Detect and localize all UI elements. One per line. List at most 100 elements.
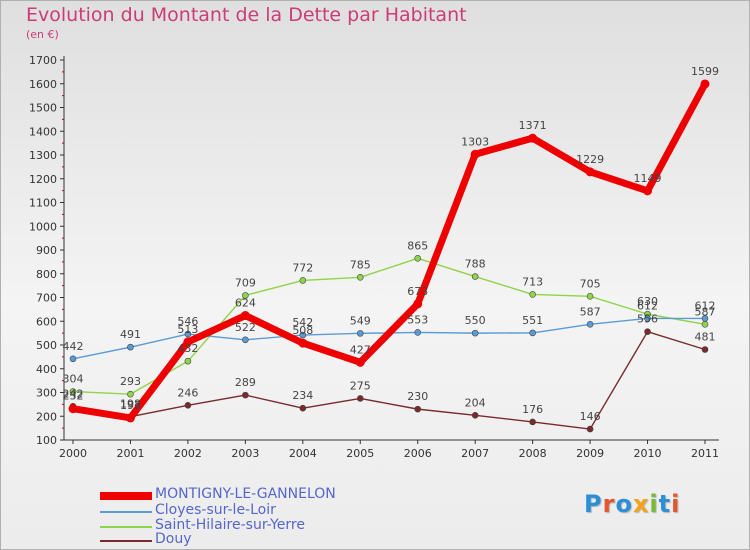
y-tick-label: 100 xyxy=(36,434,57,447)
x-tick-label: 2002 xyxy=(174,447,202,460)
data-label-saint-hilaire: 709 xyxy=(235,276,256,289)
data-label-cloyes: 522 xyxy=(235,321,256,334)
y-tick-label: 1200 xyxy=(29,173,57,186)
logo-letter: i xyxy=(671,490,681,518)
y-tick-label: 400 xyxy=(36,363,57,376)
data-label-montigny: 193 xyxy=(120,399,141,412)
data-point-saint-hilaire xyxy=(69,388,77,395)
data-point-montigny xyxy=(68,404,78,414)
legend-swatch-cloyes xyxy=(100,511,152,513)
data-point-cloyes xyxy=(242,336,249,344)
logo-letter: r xyxy=(602,490,616,518)
data-label-saint-hilaire: 865 xyxy=(407,239,428,252)
data-label-saint-hilaire: 630 xyxy=(637,295,658,308)
data-point-saint-hilaire xyxy=(529,291,536,298)
data-label-saint-hilaire: 587 xyxy=(695,305,716,318)
data-label-douy: 275 xyxy=(350,379,371,392)
data-point-montigny xyxy=(183,337,193,347)
logo-letter: o xyxy=(615,490,633,518)
data-point-montigny xyxy=(643,186,653,196)
data-point-saint-hilaire xyxy=(242,292,249,299)
data-label-douy: 204 xyxy=(465,396,486,409)
legend-swatch-montigny xyxy=(100,492,152,500)
data-label-montigny: 673 xyxy=(407,285,428,298)
data-label-cloyes: 442 xyxy=(63,340,84,353)
x-tick-label: 2001 xyxy=(116,447,144,460)
data-label-montigny: 624 xyxy=(235,297,256,310)
data-point-saint-hilaire xyxy=(127,390,134,398)
y-tick-label: 700 xyxy=(36,292,57,305)
data-label-montigny: 513 xyxy=(177,323,198,336)
data-label-douy: 146 xyxy=(580,410,601,423)
data-label-cloyes: 546 xyxy=(177,315,198,328)
y-tick-label: 1700 xyxy=(29,54,57,67)
series-line-cloyes xyxy=(72,317,706,360)
data-point-cloyes xyxy=(127,343,134,351)
data-point-saint-hilaire xyxy=(586,293,594,300)
x-tick-label: 2011 xyxy=(691,447,719,460)
data-point-saint-hilaire xyxy=(184,357,192,365)
data-label-montigny: 1229 xyxy=(576,153,604,166)
data-point-douy xyxy=(299,404,307,412)
data-label-cloyes: 491 xyxy=(120,328,141,341)
y-tick-label: 200 xyxy=(36,410,57,423)
data-point-montigny xyxy=(700,79,710,89)
data-label-douy: 234 xyxy=(292,389,313,402)
data-point-douy xyxy=(356,395,364,402)
data-point-montigny xyxy=(470,149,480,159)
data-label-douy: 230 xyxy=(407,390,428,403)
y-tick-label: 300 xyxy=(36,387,57,400)
data-label-douy: 242 xyxy=(63,387,84,400)
data-point-saint-hilaire xyxy=(701,321,709,328)
chart-title: Evolution du Montant de la Dette par Hab… xyxy=(26,4,467,26)
data-point-cloyes xyxy=(69,355,77,363)
data-point-douy xyxy=(644,328,651,336)
logo-letter: P xyxy=(584,490,603,518)
data-point-cloyes xyxy=(701,315,709,322)
data-label-cloyes: 553 xyxy=(407,313,428,326)
y-tick-label: 500 xyxy=(36,339,57,352)
y-tick-label: 1400 xyxy=(29,125,57,138)
y-tick-label: 1500 xyxy=(29,102,57,115)
x-tick-label: 2010 xyxy=(634,447,662,460)
data-point-cloyes xyxy=(414,329,422,336)
series-line-saint-hilaire xyxy=(72,257,706,395)
data-label-saint-hilaire: 713 xyxy=(522,275,543,288)
x-tick-label: 2007 xyxy=(461,447,489,460)
legend-swatch-saint-hilaire xyxy=(100,526,152,528)
data-label-cloyes: 542 xyxy=(292,316,313,329)
x-tick-label: 2006 xyxy=(404,447,432,460)
data-label-montigny: 508 xyxy=(292,324,313,337)
data-point-douy xyxy=(242,391,249,399)
data-label-saint-hilaire: 432 xyxy=(177,342,198,355)
data-point-cloyes xyxy=(356,330,364,337)
data-label-montigny: 427 xyxy=(350,343,371,356)
y-tick-label: 1100 xyxy=(29,197,57,210)
data-point-douy xyxy=(529,418,536,426)
data-point-cloyes xyxy=(586,321,594,328)
legend-label-douy: Douy xyxy=(155,531,192,547)
data-point-saint-hilaire xyxy=(414,255,422,262)
data-point-montigny xyxy=(298,338,308,348)
y-tick-label: 1600 xyxy=(29,78,57,91)
y-tick-label: 800 xyxy=(36,268,57,281)
x-tick-label: 2008 xyxy=(519,447,547,460)
data-point-montigny xyxy=(528,133,538,143)
data-label-douy: 556 xyxy=(637,313,658,326)
data-label-douy: 198 xyxy=(120,398,141,411)
legend-label-montigny: MONTIGNY-LE-GANNELON xyxy=(155,486,336,502)
data-label-cloyes: 549 xyxy=(350,314,371,327)
data-point-saint-hilaire xyxy=(471,273,479,280)
logo-letter: x xyxy=(632,490,650,518)
series-line-montigny xyxy=(69,80,709,422)
chart-unit: (en €) xyxy=(26,28,59,41)
legend-label-cloyes: Cloyes-sur-le-Loir xyxy=(155,502,276,518)
legend-label-saint-hilaire: Saint-Hilaire-sur-Yerre xyxy=(155,517,305,533)
y-tick-label: 1000 xyxy=(29,220,57,233)
data-label-saint-hilaire: 772 xyxy=(292,261,313,274)
logo-letter: i xyxy=(649,490,659,518)
x-tick-label: 2000 xyxy=(59,447,87,460)
data-label-montigny: 1149 xyxy=(634,172,662,185)
data-label-cloyes: 612 xyxy=(637,299,658,312)
